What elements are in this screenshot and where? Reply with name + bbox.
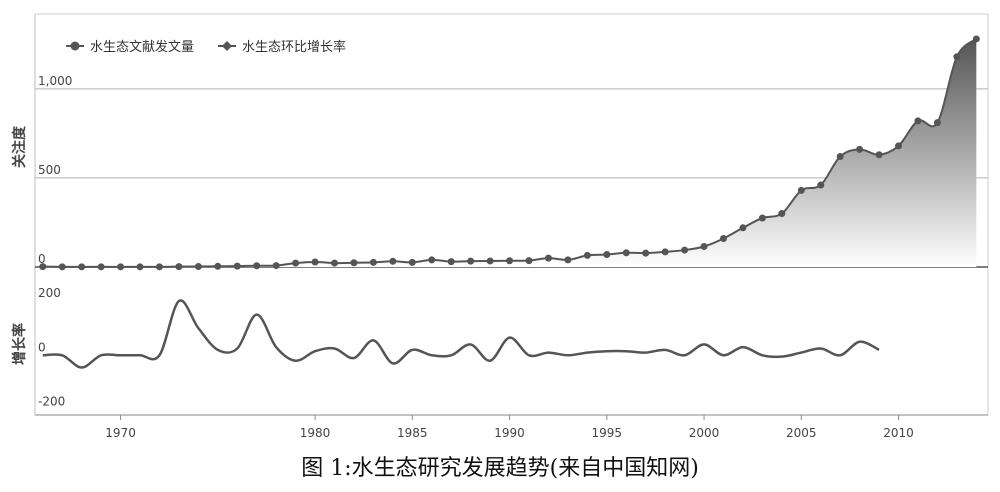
- count-data-point[interactable]: [564, 256, 572, 264]
- count-data-point[interactable]: [389, 257, 397, 265]
- count-area-fill: [42, 38, 977, 267]
- count-data-point[interactable]: [155, 263, 163, 271]
- legend-circle-marker-icon: [70, 41, 80, 51]
- count-data-point[interactable]: [175, 263, 183, 271]
- legend-item-count[interactable]: 水生态文献发文量: [66, 39, 194, 55]
- lower-y-axis-title: 增长率: [11, 323, 28, 365]
- x-tick-label: 2000: [689, 426, 720, 440]
- count-data-point[interactable]: [233, 262, 241, 270]
- x-tick-label: 2005: [786, 426, 817, 440]
- count-data-point[interactable]: [78, 263, 86, 271]
- x-tick-label: 2010: [883, 426, 914, 440]
- count-data-point[interactable]: [817, 181, 825, 189]
- count-data-point[interactable]: [117, 263, 125, 271]
- legend-label-count: 水生态文献发文量: [90, 39, 194, 55]
- lower-y-tick-label: 200: [38, 286, 61, 300]
- upper-y-axis-title: 关注度: [11, 125, 28, 168]
- count-data-point[interactable]: [681, 246, 689, 254]
- count-data-point[interactable]: [642, 249, 650, 257]
- count-data-point[interactable]: [136, 263, 144, 271]
- upper-y-tick-label: 1,000: [38, 74, 72, 88]
- count-data-point[interactable]: [428, 256, 436, 264]
- x-tick-label: 1995: [592, 426, 623, 440]
- count-data-point[interactable]: [739, 224, 747, 232]
- count-data-point[interactable]: [622, 249, 630, 257]
- x-tick-label: 1985: [397, 426, 428, 440]
- count-data-point[interactable]: [914, 117, 922, 125]
- lower-series: [42, 299, 880, 369]
- count-data-point[interactable]: [369, 258, 377, 266]
- count-data-point[interactable]: [661, 248, 669, 256]
- count-data-point[interactable]: [408, 258, 416, 266]
- legend: 水生态文献发文量 水生态环比增长率: [66, 39, 346, 55]
- count-data-point[interactable]: [311, 258, 319, 266]
- count-data-point[interactable]: [933, 119, 941, 127]
- upper-y-tick-label: 500: [38, 163, 61, 177]
- lower-y-tick-label: -200: [38, 395, 65, 409]
- count-data-point[interactable]: [700, 243, 708, 251]
- count-data-point[interactable]: [856, 145, 864, 153]
- count-data-point[interactable]: [972, 35, 980, 43]
- count-data-point[interactable]: [778, 210, 786, 218]
- count-data-point[interactable]: [350, 259, 358, 267]
- count-data-point[interactable]: [331, 259, 339, 267]
- count-data-point[interactable]: [97, 263, 105, 271]
- legend-diamond-marker-icon: [222, 41, 232, 51]
- count-data-point[interactable]: [583, 251, 591, 259]
- x-tick-label: 1970: [105, 426, 136, 440]
- count-data-point[interactable]: [544, 254, 552, 262]
- count-data-point[interactable]: [506, 257, 514, 265]
- count-data-point[interactable]: [719, 234, 727, 242]
- count-data-point[interactable]: [525, 257, 533, 265]
- legend-item-growth[interactable]: 水生态环比增长率: [218, 39, 346, 55]
- count-data-point[interactable]: [272, 262, 280, 270]
- growth-series-line: [42, 299, 880, 369]
- count-data-point[interactable]: [758, 214, 766, 222]
- count-data-point[interactable]: [39, 263, 47, 271]
- lower-y-tick-label: 0: [38, 340, 46, 354]
- count-data-point[interactable]: [836, 153, 844, 161]
- count-data-point[interactable]: [875, 151, 883, 159]
- legend-label-growth: 水生态环比增长率: [242, 39, 346, 55]
- x-tick-label: 1990: [494, 426, 525, 440]
- count-data-point[interactable]: [194, 262, 202, 270]
- tick-labels: 0 500 1,000 -200 0 200 1970 1980 1985 1990 1995 200…: [38, 74, 914, 440]
- count-data-point[interactable]: [253, 262, 261, 270]
- count-data-point[interactable]: [214, 262, 222, 270]
- count-data-point[interactable]: [447, 258, 455, 266]
- count-data-point[interactable]: [953, 53, 961, 61]
- upper-y-tick-label: 0: [38, 252, 46, 266]
- x-tick-label: 1980: [300, 426, 331, 440]
- figure-caption: 图 1:水生态研究发展趋势(来自中国知网): [301, 456, 699, 481]
- count-data-point[interactable]: [486, 257, 494, 265]
- count-data-point[interactable]: [292, 259, 300, 267]
- count-data-point[interactable]: [467, 257, 475, 265]
- count-data-point[interactable]: [895, 142, 903, 150]
- count-data-point[interactable]: [58, 263, 66, 271]
- upper-series: [39, 35, 980, 271]
- count-data-point[interactable]: [603, 251, 611, 259]
- count-data-point[interactable]: [797, 186, 805, 194]
